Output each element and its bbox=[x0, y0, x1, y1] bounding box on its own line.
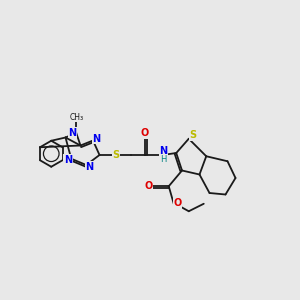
Text: S: S bbox=[112, 150, 119, 160]
Text: O: O bbox=[141, 128, 149, 139]
Text: N: N bbox=[85, 162, 93, 172]
Text: N: N bbox=[159, 146, 167, 155]
Text: N: N bbox=[68, 128, 76, 137]
Text: H: H bbox=[160, 155, 167, 164]
Text: N: N bbox=[64, 155, 72, 165]
Text: S: S bbox=[190, 130, 197, 140]
Text: N: N bbox=[92, 134, 100, 144]
Text: CH₃: CH₃ bbox=[69, 112, 83, 122]
Text: O: O bbox=[174, 198, 182, 208]
Text: O: O bbox=[144, 181, 153, 191]
